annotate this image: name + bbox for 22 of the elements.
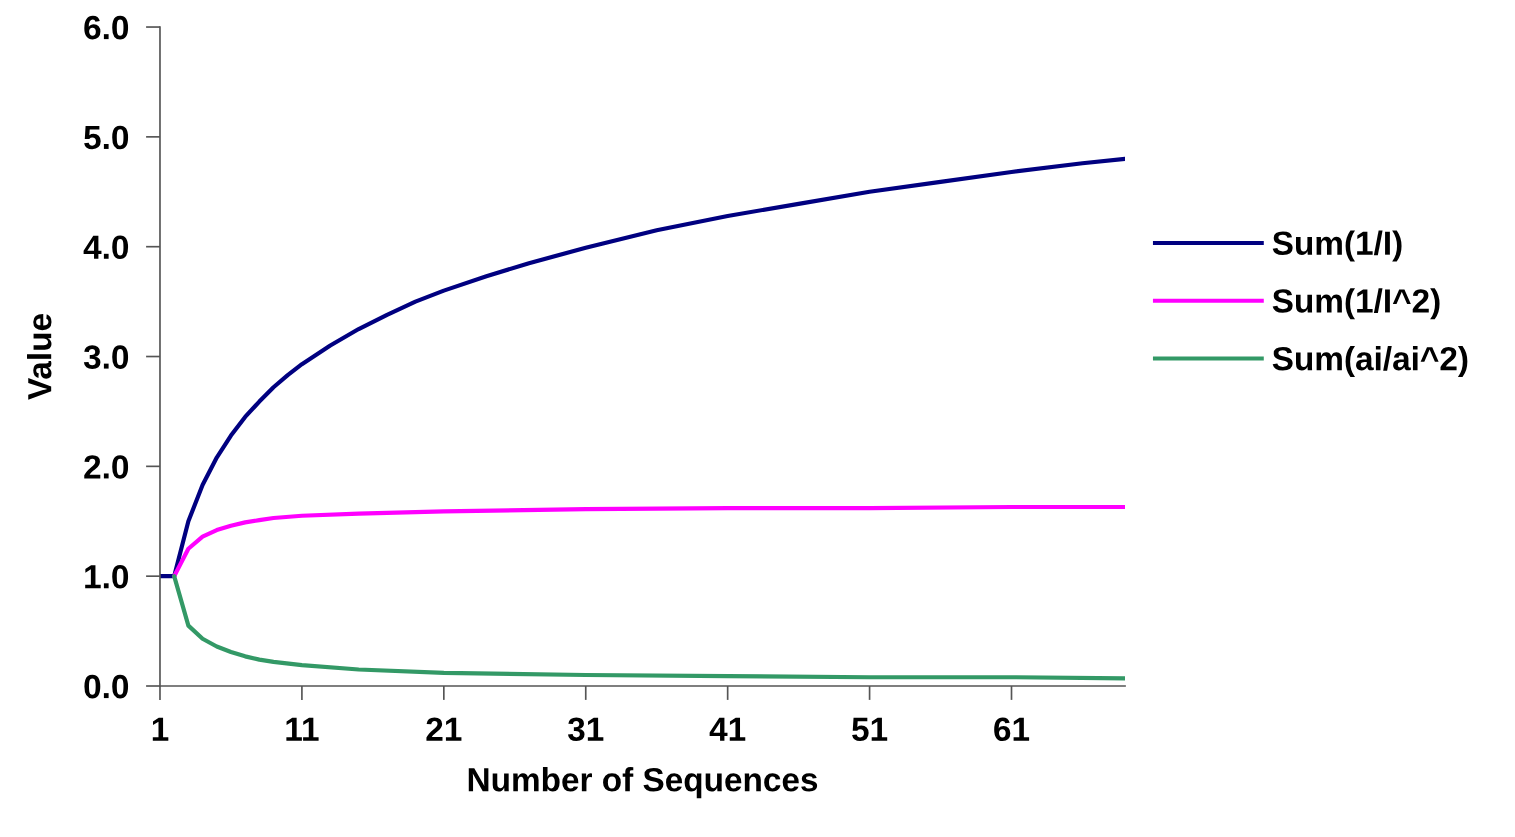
y-tick-label: 3.0: [83, 345, 129, 369]
legend-label: Sum(ai/ai^2): [1272, 346, 1468, 378]
x-axis-title: Number of Sequences: [468, 767, 818, 799]
x-tick-label: 51: [852, 717, 888, 742]
y-tick-label: 6.0: [84, 15, 129, 40]
line-series: [172, 574, 1126, 681]
x-tick-label: 21: [426, 717, 462, 741]
line-series: [159, 156, 1126, 579]
y-tick-label: 5.0: [84, 125, 129, 150]
line-series: [172, 504, 1126, 579]
y-tick-label: 0.0: [84, 674, 129, 699]
x-tick-label: 61: [994, 717, 1030, 742]
y-tick-label: 1.0: [85, 564, 129, 589]
x-tick-label: 41: [709, 717, 746, 741]
y-axis-title: Value: [27, 314, 52, 400]
legend-label: Sum(1/I): [1272, 230, 1402, 262]
y-tick-label: 2.0: [84, 455, 129, 479]
x-tick-label: 1: [152, 717, 169, 741]
x-tick-label: 31: [567, 717, 604, 742]
x-tick-label: 11: [286, 717, 319, 741]
legend-label: Sum(1/I^2): [1272, 288, 1440, 320]
y-tick-label: 4.0: [83, 235, 129, 260]
